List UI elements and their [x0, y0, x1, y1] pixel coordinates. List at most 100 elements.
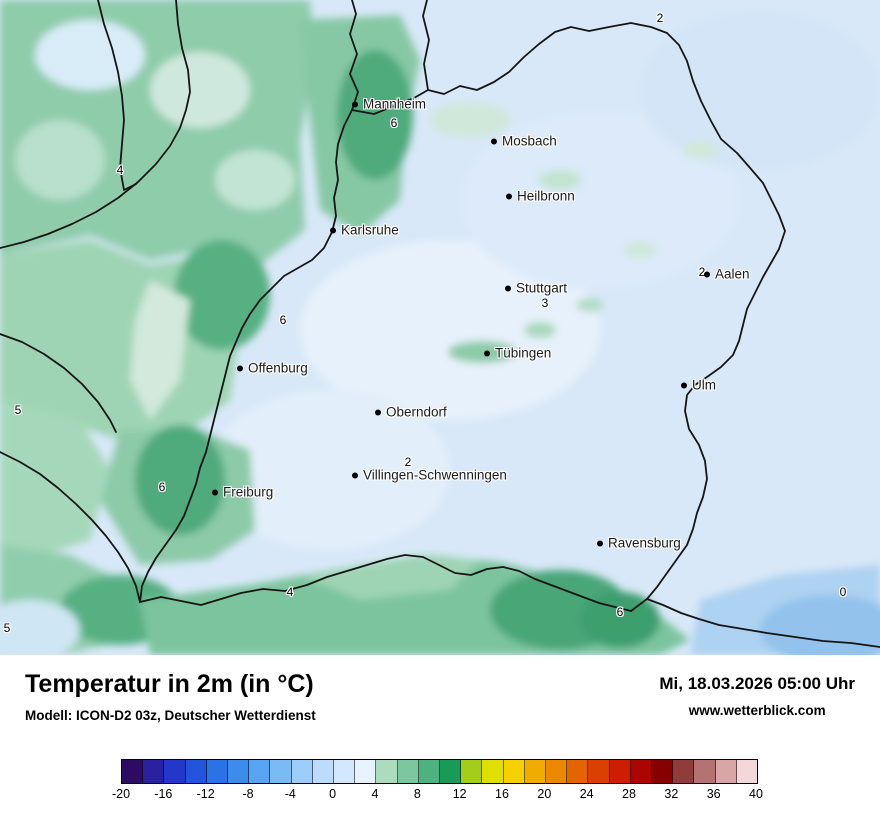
city-label: Tübingen	[495, 345, 552, 361]
city-marker-karlsruhe: Karlsruhe	[330, 223, 399, 238]
city-dot	[375, 409, 381, 415]
temp-value-label: 0	[839, 585, 847, 599]
legend-color-cell	[630, 760, 653, 783]
city-marker-villingen-schwenningen: Villingen-Schwenningen	[352, 468, 507, 483]
temperature-legend: -20 -16 -12 -8 -4 0 4 8 12 16 20 24 28 32 36 40	[0, 745, 880, 830]
city-dot	[330, 227, 336, 233]
legend-color-cell	[503, 760, 525, 783]
city-label: Ulm	[692, 377, 716, 393]
city-label: Offenburg	[248, 360, 308, 376]
temp-value-label: 5	[3, 621, 11, 635]
border-west	[139, 109, 353, 603]
temp-value-label: 4	[116, 163, 124, 177]
city-label: Karlsruhe	[341, 222, 399, 238]
footer: Temperatur in 2m (in °C) Modell: ICON-D2…	[0, 655, 880, 745]
legend-tick-label: 40	[749, 787, 763, 801]
website-url: www.wetterblick.com	[688, 703, 826, 718]
legend-color-cell	[736, 760, 758, 783]
border-left-1	[0, 0, 191, 249]
legend-color-cell	[609, 760, 631, 783]
city-dot	[484, 350, 490, 356]
border-north-mannheim	[349, 0, 359, 111]
legend-color-cell	[440, 760, 462, 783]
border-south	[139, 554, 880, 648]
forecast-datetime: Mi, 18.03.2026 05:00 Uhr	[659, 674, 855, 693]
legend-color-cell	[334, 760, 356, 783]
city-label: Freiburg	[223, 484, 274, 500]
city-marker-mannheim: Mannheim	[352, 97, 426, 112]
legend-tick-label: 16	[495, 787, 509, 801]
city-dot	[237, 365, 243, 371]
legend-color-cell	[461, 760, 483, 783]
legend-tick-label: 20	[537, 787, 552, 801]
city-marker-t-bingen: Tübingen	[484, 346, 551, 361]
legend-tick-label: 36	[706, 787, 721, 801]
legend-tick-label: -16	[154, 787, 173, 801]
city-label: Mannheim	[363, 96, 427, 112]
model-info: Modell: ICON-D2 03z, Deutscher Wetterdie…	[25, 707, 316, 723]
legend-tick-label: -20	[111, 787, 131, 801]
legend-tick-label: -4	[284, 787, 296, 801]
city-marker-heilbronn: Heilbronn	[506, 189, 575, 204]
temp-value-label: 5	[14, 403, 22, 417]
border-east	[351, 22, 786, 600]
city-label: Mosbach	[502, 133, 557, 149]
city-marker-ravensburg: Ravensburg	[597, 536, 681, 551]
city-label: Aalen	[715, 266, 750, 282]
legend-tick-label: 24	[579, 787, 594, 801]
city-dot	[704, 271, 710, 277]
legend-color-cell	[164, 760, 186, 783]
temp-value-label: 6	[616, 605, 624, 619]
legend-color-cell	[143, 760, 165, 783]
legend-color-cell	[673, 760, 695, 783]
legend-color-cell	[652, 760, 674, 783]
legend-color-cell	[228, 760, 250, 783]
legend-color-cell	[312, 760, 335, 783]
border-top-mid	[422, 0, 430, 91]
city-marker-freiburg: Freiburg	[212, 485, 273, 500]
legend-color-cell	[270, 760, 292, 783]
legend-color-cell	[694, 760, 716, 783]
legend-color-cell	[524, 760, 547, 783]
footer-left: Temperatur in 2m (in °C) Modell: ICON-D2…	[25, 670, 316, 723]
legend-tick-label: 12	[452, 787, 467, 801]
border-left-2	[0, 333, 117, 433]
border-top-left	[97, 0, 137, 191]
city-marker-ulm: Ulm	[681, 378, 716, 393]
city-dot	[212, 489, 218, 495]
city-dot	[597, 540, 603, 546]
map-svg	[0, 0, 880, 655]
legend-color-cell	[291, 760, 313, 783]
city-label: Ravensburg	[608, 535, 681, 551]
temp-value-label: 6	[158, 480, 166, 494]
weather-map: Mannheim Mosbach Heilbronn Karlsruhe Stuttga…	[0, 0, 880, 655]
legend-color-cell	[355, 760, 377, 783]
city-label: Oberndorf	[386, 404, 447, 420]
temp-value-label: 2	[656, 11, 664, 25]
city-label: Stuttgart	[516, 280, 568, 296]
legend-color-cell	[185, 760, 207, 783]
legend-tick-label: -8	[242, 787, 254, 801]
legend-tick-label: 28	[622, 787, 636, 801]
legend-color-cell	[482, 760, 504, 783]
legend-color-cell	[206, 760, 229, 783]
legend-tick-label: 32	[664, 787, 679, 801]
temp-value-label: 2	[698, 265, 706, 279]
city-marker-offenburg: Offenburg	[237, 361, 308, 376]
city-marker-stuttgart: Stuttgart	[505, 281, 567, 296]
temp-value-label: 4	[286, 585, 294, 599]
temp-value-label: 6	[390, 116, 398, 130]
city-marker-aalen: Aalen	[704, 267, 750, 282]
city-dot	[352, 101, 358, 107]
legend-color-cell	[376, 760, 398, 783]
city-dot	[505, 285, 511, 291]
city-dot	[681, 382, 687, 388]
border-left-3	[0, 451, 141, 603]
page-title: Temperatur in 2m (in °C)	[25, 670, 314, 698]
legend-tick-label: 0	[329, 787, 337, 801]
temp-value-label: 3	[541, 296, 549, 310]
map-overlay: Mannheim Mosbach Heilbronn Karlsruhe Stuttga…	[3, 11, 847, 635]
city-marker-mosbach: Mosbach	[491, 134, 557, 149]
city-dot	[352, 472, 358, 478]
city-label: Heilbronn	[517, 188, 575, 204]
